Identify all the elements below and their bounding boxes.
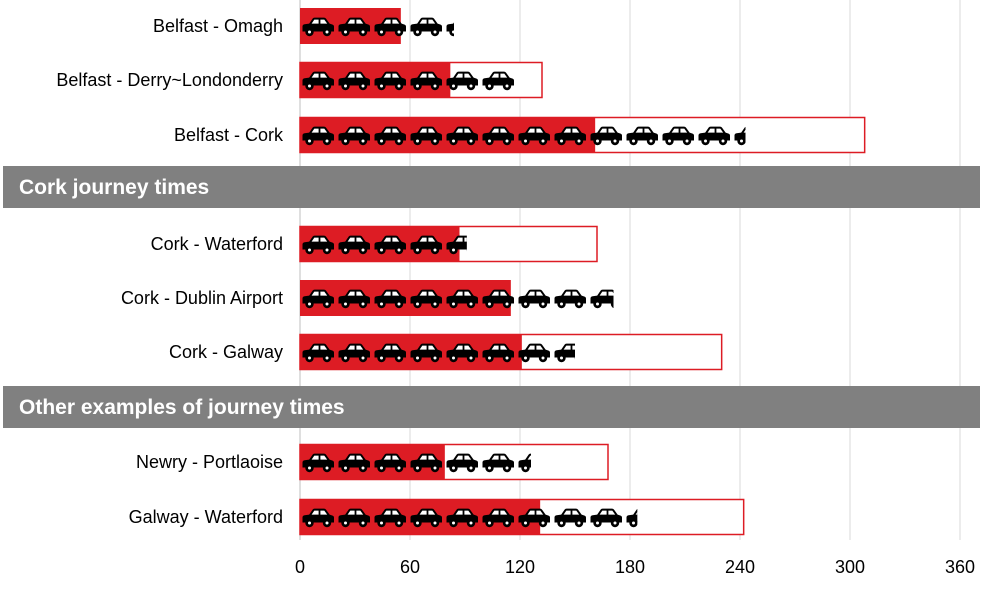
x-tick-label: 180 [615,557,645,577]
section-heading: Cork journey times [19,176,209,199]
x-tick-label: 120 [505,557,535,577]
bars [299,8,866,536]
section-band [3,386,980,428]
row-label: Belfast - Cork [174,125,284,145]
car-icon [446,17,454,37]
car-icon [518,289,550,309]
x-tick-label: 0 [295,557,305,577]
row-label: Cork - Galway [169,342,283,362]
x-tick-label: 240 [725,557,755,577]
x-tick-label: 60 [400,557,420,577]
x-axis: 0 60 120 180 240 300 360 [295,557,975,577]
car-icon [410,17,442,37]
car-icon [483,18,515,37]
row-label: Cork - Dublin Airport [121,288,283,308]
row-label: Belfast - Derry~Londonderry [56,70,283,90]
row-label: Belfast - Omagh [153,16,283,36]
section-heading: Other examples of journey times [19,396,345,419]
row-label: Galway - Waterford [129,507,283,527]
car-icon [554,289,586,309]
x-tick-label: 300 [835,557,865,577]
car-icon [590,289,614,309]
x-tick-label: 360 [945,557,975,577]
row-labels: Belfast - Omagh Belfast - Derry~Londonder… [56,16,284,527]
section-bands: Cork journey times Other examples of jour… [3,166,980,428]
section-band [3,166,980,208]
car-icon [627,290,659,309]
row-label: Newry - Portlaoise [136,452,283,472]
row-label: Cork - Waterford [151,234,283,254]
